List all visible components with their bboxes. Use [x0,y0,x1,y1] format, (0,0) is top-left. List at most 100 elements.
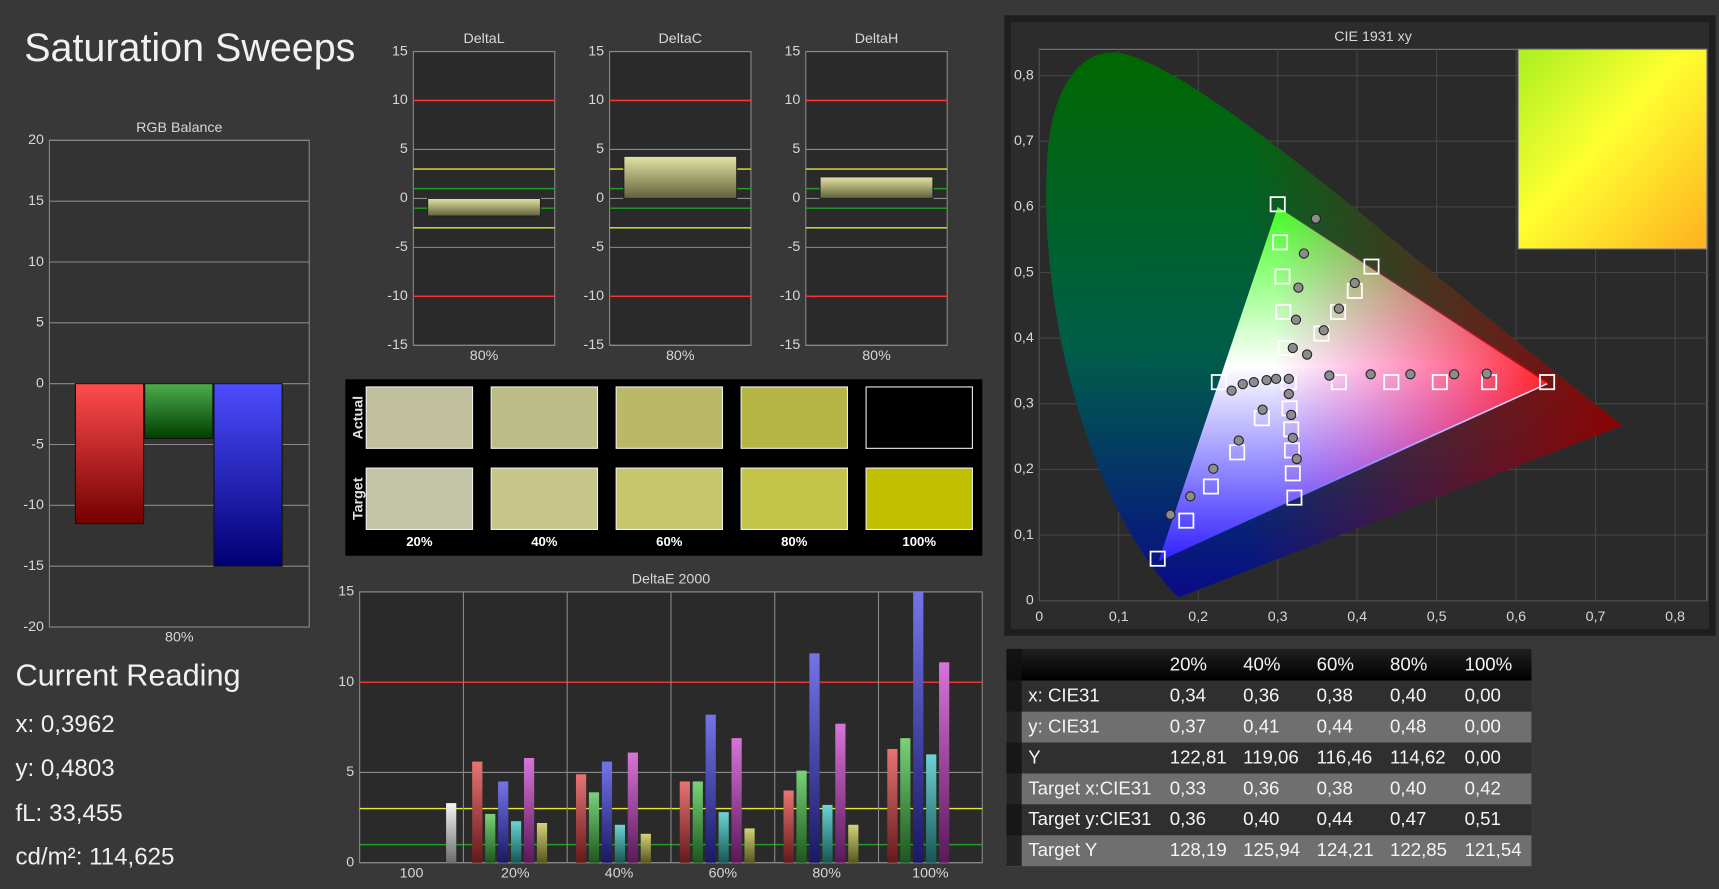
y-tick-label: 0,6 [1014,199,1034,215]
bar [783,790,794,863]
measured-point [1365,369,1376,380]
x-tick-label: 0,6 [1506,609,1526,625]
zoom-inset [1517,48,1708,250]
measured-point [1233,435,1244,446]
measured-point [1405,369,1416,380]
y-tick-label: 5 [792,141,800,157]
table-row [1006,835,1532,867]
reading-line: x: 0,3962 [15,711,114,738]
table-cell: 121,54 [1465,839,1522,860]
table-cell: 0,00 [1465,715,1501,736]
bar [446,803,457,863]
bar [900,738,911,863]
measured-point [1448,369,1460,380]
table-cell: 0,00 [1465,685,1501,706]
bar [679,781,690,863]
table-row-label: Target y:CIE31 [1028,808,1151,829]
table: 20% 40% 60% 80% 100% x: CIE31 0,34 0,36 0,38 0,40… [1006,648,1532,867]
chart-title: RGB Balance [136,120,222,136]
bar [809,653,820,863]
reading-title: Current Reading [15,658,240,693]
table-row [1006,680,1532,712]
y-tick-label: 10 [28,254,44,270]
x-tick-label: 100% [912,865,949,881]
table-row [1006,711,1532,743]
y-tick-label: 15 [338,584,354,600]
y-tick-label: -15 [780,337,801,353]
table-cell: 0,44 [1317,715,1353,736]
table-cell: 0,44 [1317,808,1353,829]
y-tick-label: 0,3 [1014,396,1034,412]
bar [887,748,898,863]
measured-point [1257,404,1268,415]
y-tick-label: 20 [28,132,44,148]
measured-point [1349,277,1360,289]
table-left-strip [1006,648,1022,866]
y-tick-label: -20 [23,619,44,635]
bar [822,804,833,863]
y-tick-label: 5 [400,141,408,157]
measured-point [1208,463,1219,474]
x-tick-label: 0,4 [1347,609,1367,625]
swatch [740,467,848,531]
table-header-cell: 80% [1390,653,1427,674]
y-tick-label: 5 [346,764,354,780]
bar [731,738,742,863]
swatch-column-label: 20% [406,534,433,549]
bar [601,761,613,863]
x-tick-label: 80% [812,865,841,881]
target-point [1210,374,1227,391]
target-point [1539,374,1556,391]
table-cell: 114,62 [1390,746,1446,767]
measured-point [1318,325,1329,336]
x-tick-label: 0,5 [1427,609,1447,625]
y-tick-label: 10 [784,92,800,108]
y-tick-label: -5 [788,239,801,255]
table-row [1006,742,1532,774]
measured-point [1283,373,1294,384]
measured-point [1290,314,1302,325]
table-row-label: x: CIE31 [1028,685,1099,706]
measured-point [1286,409,1297,421]
target-point [1330,374,1347,391]
target-point [1272,234,1289,251]
table-row [1006,773,1532,805]
bar [692,781,703,863]
y-tick-label: 0,8 [1014,67,1034,83]
y-tick-label: -5 [591,239,604,255]
x-tick-label: 0,7 [1586,609,1606,625]
bar [939,662,950,863]
y-tick-label: 10 [392,92,408,108]
reading-line: fL: 33,455 [15,800,122,827]
swatch-column-label: 60% [656,534,683,549]
swatch [865,386,973,449]
reading-line: cd/m²: 114,625 [15,844,174,871]
measured-point [1481,368,1492,379]
table-cell: 0,40 [1243,808,1279,829]
measured-point [1248,376,1260,388]
table-cell: 0,33 [1170,777,1206,798]
bar [744,828,755,863]
x-tick-label: 80% [862,348,891,364]
bar [144,383,214,439]
swatch [490,467,599,531]
y-tick-label: -15 [583,337,604,353]
bar [523,757,535,863]
x-tick-label: 0,2 [1188,609,1208,625]
bar [718,812,729,863]
y-tick-label: -10 [583,288,604,304]
target-point [1284,465,1301,482]
x-tick-label: 80% [666,348,695,364]
table-header-cell: 40% [1243,653,1280,674]
table-header-cell: 20% [1170,653,1207,674]
x-tick-label: 0 [1035,609,1043,625]
y-tick-label: 0,7 [1014,133,1034,149]
bar [796,770,807,863]
y-tick-label: 15 [784,43,800,59]
bar [848,824,859,863]
table-cell: 0,36 [1243,685,1279,706]
target-point [1431,374,1448,391]
swatch [365,386,474,449]
target-point [1383,374,1400,391]
